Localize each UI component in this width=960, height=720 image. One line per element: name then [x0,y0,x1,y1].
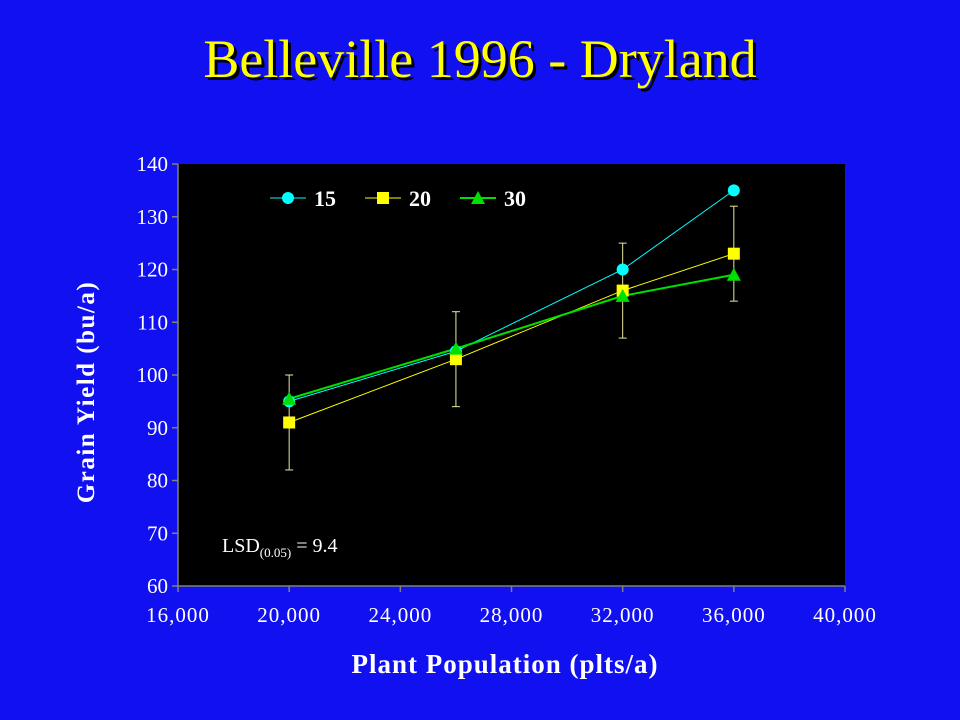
legend-label-15: 15 [314,186,336,211]
series-markers [282,184,741,429]
legend-item-30: 30 [460,186,526,211]
plot-area [178,164,845,586]
series-15-point [616,263,629,276]
x-tick-label: 24,000 [368,603,432,627]
y-tick-label: 140 [137,152,169,176]
lsd-annotation: LSD(0.05) = 9.4 [222,535,338,560]
x-tick-label: 32,000 [591,603,655,627]
y-tick-label: 90 [147,416,168,440]
legend-marker-20 [377,192,389,204]
series-30-point [282,391,297,405]
legend-item-20: 20 [365,186,431,211]
series-20-point [727,247,740,260]
y-ticks: 60 70 80 90 100 110 120 130 140 [137,152,178,598]
y-tick-label: 60 [147,574,168,598]
y-tick-label: 130 [137,205,169,229]
slide-title: Belleville 1996 - Dryland [203,29,757,89]
lsd-prefix: LSD [222,535,260,557]
x-ticks: 16,000 20,000 24,000 28,000 32,000 36,000 40,0… [146,586,877,627]
x-tick-label: 40,000 [813,603,877,627]
series-20-point [449,353,462,366]
series-20-point [283,416,296,429]
legend-label-20: 20 [409,186,431,211]
series-15-point [727,184,740,197]
legend: 15 20 30 [270,186,526,211]
series-30-point [615,288,630,302]
y-tick-label: 70 [147,521,168,545]
legend-marker-30 [471,191,485,204]
legend-marker-15 [282,192,294,204]
legend-label-30: 30 [504,186,526,211]
lsd-value: = 9.4 [291,535,337,557]
y-tick-label: 120 [137,258,169,282]
legend-item-15: 15 [270,186,336,211]
series-30-point [448,341,463,355]
y-tick-label: 80 [147,469,168,493]
x-tick-label: 28,000 [480,603,544,627]
series-30-line [288,273,735,400]
x-tick-label: 16,000 [146,603,210,627]
x-tick-label: 20,000 [257,603,321,627]
series-15-line [289,189,735,402]
series-30-point [726,267,741,281]
lsd-subscript: (0.05) [260,545,291,560]
y-tick-label: 100 [137,363,169,387]
series-20-line [288,253,734,423]
series-lines [288,189,735,423]
x-axis-label: Plant Population (plts/a) [351,649,658,679]
x-tick-label: 36,000 [702,603,766,627]
y-tick-label: 110 [137,310,168,334]
y-axis-label: Grain Yield (bu/a) [73,281,100,503]
